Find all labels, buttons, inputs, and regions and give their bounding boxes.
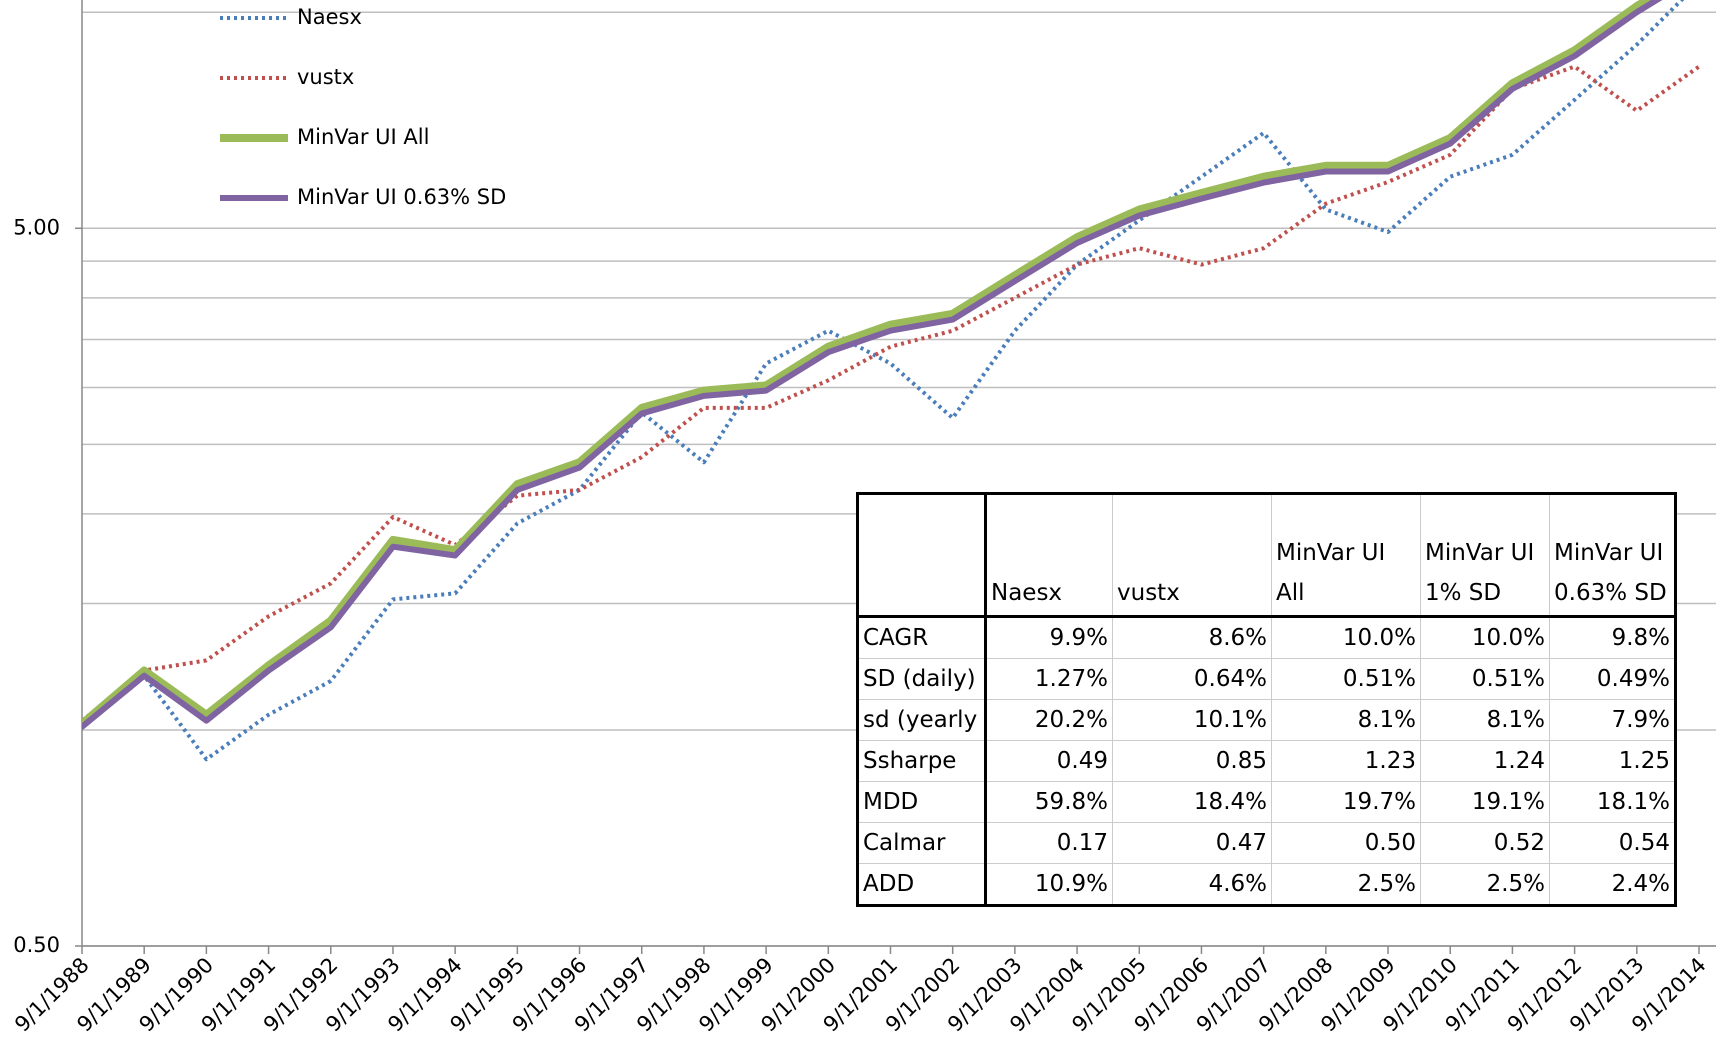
table-cell: 19.7% bbox=[1271, 781, 1421, 823]
table-row: ADD 10.9% 4.6% 2.5% 2.5% 2.4% bbox=[857, 863, 1676, 906]
table-cell: 0.52 bbox=[1420, 822, 1550, 864]
table-cell: 2.4% bbox=[1549, 863, 1676, 906]
table-cell: 2.5% bbox=[1420, 863, 1550, 906]
row-label: sd (yearly bbox=[857, 699, 987, 741]
table-cell: 9.8% bbox=[1549, 616, 1676, 659]
row-label: ADD bbox=[857, 863, 987, 906]
table-cell: 1.23 bbox=[1271, 740, 1421, 782]
column-header: MinVar UI All bbox=[1271, 493, 1421, 618]
table-cell: 0.50 bbox=[1271, 822, 1421, 864]
column-header: vustx bbox=[1112, 493, 1272, 618]
table-cell: 0.49 bbox=[985, 740, 1113, 782]
series-line bbox=[82, 0, 1655, 728]
y-tick-label: 0.50 bbox=[13, 933, 60, 957]
table-row: CAGR 9.9% 8.6% 10.0% 10.0% 9.8% bbox=[857, 616, 1676, 659]
legend-label: MinVar UI 0.63% SD bbox=[297, 185, 506, 209]
series-line bbox=[82, 0, 1685, 762]
row-label: Ssharpe bbox=[857, 740, 987, 782]
table-row: Ssharpe 0.49 0.85 1.23 1.24 1.25 bbox=[857, 740, 1676, 782]
legend-label: vustx bbox=[297, 65, 354, 89]
table-cell: 1.27% bbox=[985, 658, 1113, 700]
table-cell: 10.0% bbox=[1420, 616, 1550, 659]
table-row: MDD 59.8% 18.4% 19.7% 19.1% 18.1% bbox=[857, 781, 1676, 823]
table-cell: 8.1% bbox=[1271, 699, 1421, 741]
header-row: Naesx vustx MinVar UI All MinVar UI 1% SD Mi… bbox=[857, 493, 1676, 618]
table-cell: 0.51% bbox=[1271, 658, 1421, 700]
series-line bbox=[82, 0, 1663, 730]
table-cell: 4.6% bbox=[1112, 863, 1272, 906]
table-cell: 0.54 bbox=[1549, 822, 1676, 864]
table-cell: 2.5% bbox=[1271, 863, 1421, 906]
table-cell: 18.4% bbox=[1112, 781, 1272, 823]
table-cell: 20.2% bbox=[985, 699, 1113, 741]
table-row: Calmar 0.17 0.47 0.50 0.52 0.54 bbox=[857, 822, 1676, 864]
table-cell: 1.24 bbox=[1420, 740, 1550, 782]
series-line bbox=[82, 64, 1701, 723]
row-label: MDD bbox=[857, 781, 987, 823]
column-header: MinVar UI 1% SD bbox=[1420, 493, 1550, 618]
legend-label: Naesx bbox=[297, 5, 362, 29]
column-header: MinVar UI 0.63% SD bbox=[1549, 493, 1676, 618]
row-label: CAGR bbox=[857, 616, 987, 659]
table-cell: 0.51% bbox=[1420, 658, 1550, 700]
plot-area bbox=[82, 0, 1701, 762]
row-label: Calmar bbox=[857, 822, 987, 864]
table-row: sd (yearly 20.2% 10.1% 8.1% 8.1% 7.9% bbox=[857, 699, 1676, 741]
table-cell: 19.1% bbox=[1420, 781, 1550, 823]
column-header: Naesx bbox=[985, 493, 1113, 618]
table-cell: 0.64% bbox=[1112, 658, 1272, 700]
table-cell: 8.1% bbox=[1420, 699, 1550, 741]
corner-cell bbox=[857, 493, 987, 618]
table-cell: 10.1% bbox=[1112, 699, 1272, 741]
table-cell: 7.9% bbox=[1549, 699, 1676, 741]
table-cell: 59.8% bbox=[985, 781, 1113, 823]
table-cell: 0.85 bbox=[1112, 740, 1272, 782]
table-cell: 9.9% bbox=[985, 616, 1113, 659]
row-label: SD (daily) bbox=[857, 658, 987, 700]
table-cell: 10.9% bbox=[985, 863, 1113, 906]
table-cell: 18.1% bbox=[1549, 781, 1676, 823]
stats-table: Naesx vustx MinVar UI All MinVar UI 1% SD Mi… bbox=[856, 492, 1677, 907]
table-cell: 1.25 bbox=[1549, 740, 1676, 782]
table-cell: 0.17 bbox=[985, 822, 1113, 864]
table-cell: 0.47 bbox=[1112, 822, 1272, 864]
table-cell: 10.0% bbox=[1271, 616, 1421, 659]
y-tick-label: 5.00 bbox=[13, 215, 60, 239]
table-row: SD (daily) 1.27% 0.64% 0.51% 0.51% 0.49% bbox=[857, 658, 1676, 700]
table-cell: 0.49% bbox=[1549, 658, 1676, 700]
table-cell: 8.6% bbox=[1112, 616, 1272, 659]
legend-label: MinVar UI All bbox=[297, 125, 429, 149]
